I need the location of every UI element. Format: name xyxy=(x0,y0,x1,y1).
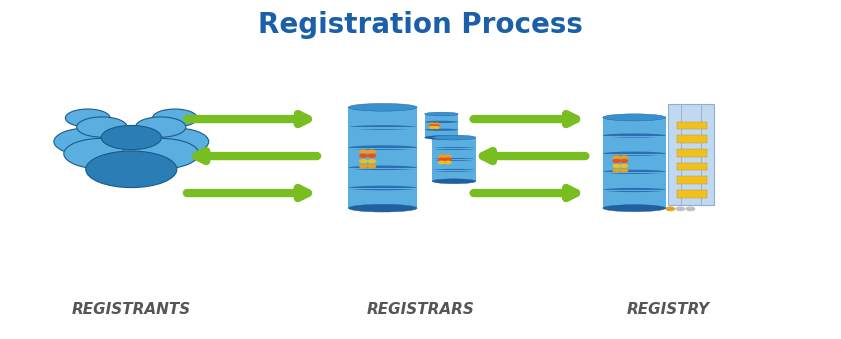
Bar xyxy=(668,104,714,205)
Bar xyxy=(432,170,476,171)
Circle shape xyxy=(621,156,627,159)
Bar xyxy=(677,135,707,143)
Text: REGISTRY: REGISTRY xyxy=(627,302,709,317)
Ellipse shape xyxy=(603,170,666,174)
Bar xyxy=(677,162,707,171)
Ellipse shape xyxy=(123,138,198,169)
Circle shape xyxy=(360,150,368,153)
Ellipse shape xyxy=(425,128,458,131)
Ellipse shape xyxy=(348,204,417,212)
Bar xyxy=(677,122,707,129)
Circle shape xyxy=(152,109,198,127)
Circle shape xyxy=(666,207,674,211)
Circle shape xyxy=(135,117,186,137)
Bar xyxy=(348,107,417,208)
Bar xyxy=(348,127,417,128)
Circle shape xyxy=(360,154,368,157)
Ellipse shape xyxy=(603,152,666,156)
Circle shape xyxy=(676,207,685,211)
Ellipse shape xyxy=(425,136,458,139)
Circle shape xyxy=(435,126,439,128)
Ellipse shape xyxy=(141,128,209,155)
Bar xyxy=(432,159,476,160)
Ellipse shape xyxy=(54,128,122,155)
Text: Registration Process: Registration Process xyxy=(258,12,583,39)
Bar xyxy=(603,136,666,137)
Circle shape xyxy=(430,123,435,125)
Text: REGISTRARS: REGISTRARS xyxy=(367,302,474,317)
Ellipse shape xyxy=(348,125,417,130)
Circle shape xyxy=(368,160,376,163)
Bar xyxy=(677,176,707,184)
Circle shape xyxy=(360,165,368,168)
Circle shape xyxy=(439,161,445,164)
Bar xyxy=(603,172,666,173)
Bar xyxy=(677,190,707,198)
Bar xyxy=(677,149,707,157)
Circle shape xyxy=(66,109,110,127)
Text: REGISTRANTS: REGISTRANTS xyxy=(71,302,191,317)
Ellipse shape xyxy=(348,165,417,170)
Ellipse shape xyxy=(86,151,177,187)
Circle shape xyxy=(613,169,620,172)
Ellipse shape xyxy=(425,121,458,123)
Circle shape xyxy=(613,160,620,162)
Circle shape xyxy=(368,154,376,157)
Bar xyxy=(348,188,417,189)
Ellipse shape xyxy=(425,112,458,116)
Circle shape xyxy=(360,160,368,163)
Circle shape xyxy=(445,158,451,161)
Bar xyxy=(603,190,666,191)
Circle shape xyxy=(439,155,445,158)
Circle shape xyxy=(613,164,620,167)
Ellipse shape xyxy=(348,186,417,190)
Ellipse shape xyxy=(432,147,476,150)
Circle shape xyxy=(445,161,451,164)
Ellipse shape xyxy=(432,135,476,140)
Circle shape xyxy=(621,169,627,172)
Circle shape xyxy=(621,164,627,167)
Ellipse shape xyxy=(603,188,666,192)
Circle shape xyxy=(445,155,451,158)
Circle shape xyxy=(613,156,620,159)
Bar xyxy=(603,117,666,208)
Ellipse shape xyxy=(348,103,417,111)
Bar xyxy=(603,154,666,155)
Circle shape xyxy=(430,125,435,127)
Ellipse shape xyxy=(348,145,417,150)
Ellipse shape xyxy=(603,205,666,212)
Circle shape xyxy=(101,125,161,149)
Bar xyxy=(348,168,417,169)
Ellipse shape xyxy=(432,158,476,161)
Circle shape xyxy=(77,117,127,137)
Circle shape xyxy=(621,160,627,162)
Bar xyxy=(432,148,476,149)
Circle shape xyxy=(368,165,376,168)
Circle shape xyxy=(686,207,695,211)
Circle shape xyxy=(430,126,435,128)
Ellipse shape xyxy=(603,114,666,121)
Bar xyxy=(348,148,417,149)
Circle shape xyxy=(439,158,445,161)
Bar xyxy=(432,138,476,181)
Ellipse shape xyxy=(603,134,666,138)
Circle shape xyxy=(435,125,439,127)
Ellipse shape xyxy=(432,179,476,184)
Circle shape xyxy=(435,123,439,125)
Bar xyxy=(425,114,458,138)
Ellipse shape xyxy=(432,169,476,172)
Ellipse shape xyxy=(64,138,140,169)
Circle shape xyxy=(368,150,376,153)
